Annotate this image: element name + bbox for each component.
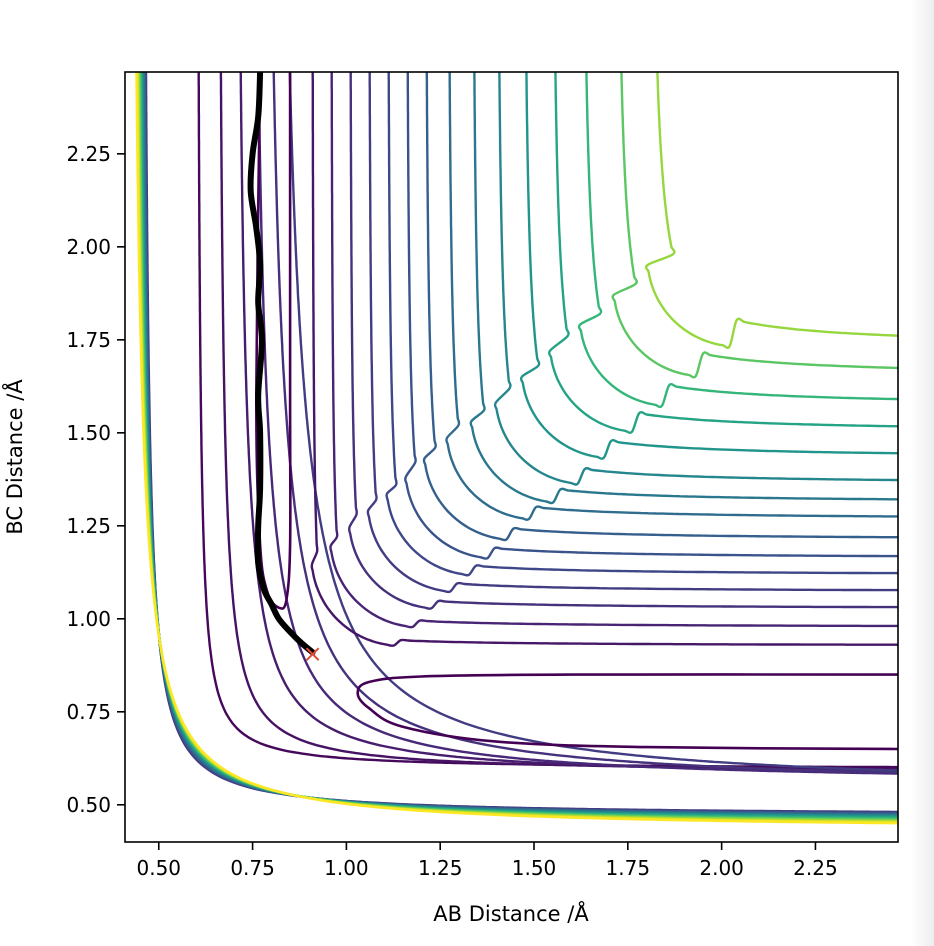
contour-line (547, 72, 898, 434)
x-tick-label: 2.25 (793, 856, 838, 880)
contour-line (644, 72, 898, 349)
contour-line (272, 72, 898, 774)
y-tick-label: 0.75 (66, 700, 111, 724)
window-edge-shadow (910, 0, 934, 946)
y-axis-ticks: 0.50 0.75 1.00 1.25 1.50 1.75 2.00 2.25 (66, 142, 125, 817)
contour-line (404, 72, 898, 560)
x-tick-label: 0.50 (137, 856, 182, 880)
x-tick-label: 2.00 (699, 856, 744, 880)
x-axis-ticks: 0.50 0.75 1.00 1.25 1.50 1.75 2.00 2.25 (137, 842, 838, 880)
x-axis-label: AB Distance /Å (433, 900, 589, 926)
y-tick-label: 1.75 (66, 328, 111, 352)
y-axis-label: BC Distance /Å (1, 379, 27, 535)
y-tick-label: 1.50 (66, 421, 111, 445)
y-tick-label: 1.00 (66, 607, 111, 631)
x-tick-label: 1.75 (606, 856, 651, 880)
contour-line (310, 72, 898, 647)
contour-line (469, 72, 898, 505)
y-tick-label: 2.00 (66, 235, 111, 259)
contour-line (493, 72, 898, 486)
channel-contour (356, 673, 898, 751)
y-tick-label: 0.50 (66, 793, 111, 817)
x-tick-label: 1.00 (324, 856, 369, 880)
contour-line (385, 72, 898, 577)
trajectory-layer (247, 72, 316, 656)
contour-line (135, 72, 898, 825)
contour-line (366, 72, 898, 594)
trajectory-line (247, 72, 316, 656)
contour-line (577, 72, 898, 409)
contour-line (288, 72, 898, 772)
y-tick-label: 1.25 (66, 514, 111, 538)
contour-lines (135, 72, 898, 825)
contour-line (611, 72, 898, 379)
marker-layer (305, 647, 320, 661)
x-tick-label: 1.25 (418, 856, 463, 880)
contour-line (257, 72, 898, 775)
x-tick-label: 0.75 (230, 856, 275, 880)
x-tick-label: 1.50 (512, 856, 557, 880)
contour-line (422, 72, 898, 542)
contour-line (519, 72, 898, 460)
start-marker (305, 647, 320, 661)
contour-line (347, 72, 898, 610)
y-tick-label: 2.25 (66, 142, 111, 166)
contour-line (329, 72, 898, 629)
plot-frame (124, 71, 899, 843)
contour-line (445, 72, 898, 521)
